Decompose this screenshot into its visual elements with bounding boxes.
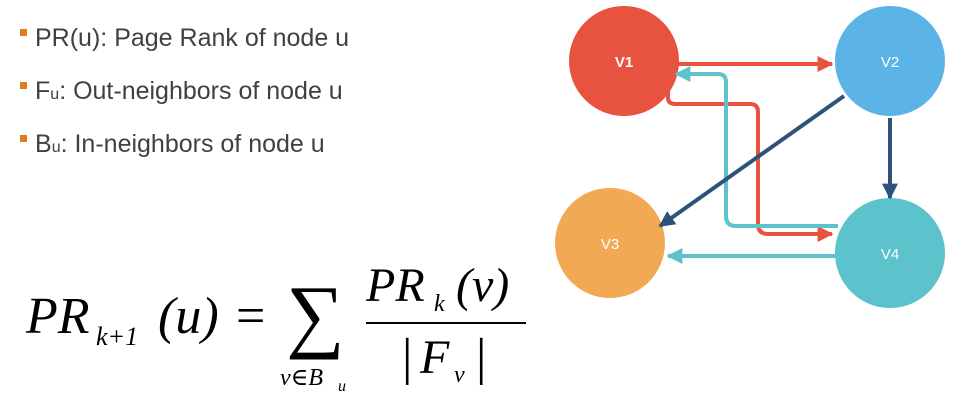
definition-text-fu: : Out-neighbors of node u	[59, 77, 343, 105]
edge-v2-to-v3	[658, 94, 846, 228]
formula-lhs-pr: PR	[26, 288, 90, 345]
node-v3	[555, 188, 665, 298]
definition-text-bu: : In-neighbors of node u	[60, 130, 325, 158]
formula-numerator-pr: PR	[366, 259, 425, 312]
node-v1	[569, 6, 679, 116]
node-v2	[835, 6, 945, 116]
node-label-v2: V2	[881, 54, 899, 71]
formula-numerator-subscript: k	[434, 291, 445, 317]
formula-sum-index-subscript: u	[338, 378, 346, 395]
formula-denominator-subscript: v	[454, 362, 465, 388]
bullet-marker	[20, 82, 27, 89]
graph-diagram: V1 V2 V3 V4	[555, 6, 945, 308]
node-label-v1: V1	[615, 54, 633, 71]
formula-fraction-bar	[366, 322, 526, 324]
formula-denominator-bar-right: |	[476, 329, 487, 386]
formula-lhs-argument: (u)	[158, 288, 219, 345]
formula-denominator-bar-left: |	[402, 329, 413, 386]
definition-text-pr: : Page Rank of node u	[100, 24, 350, 52]
bullet-marker	[20, 29, 27, 36]
definition-pr: PR(u) : Page Rank of node u	[20, 12, 349, 65]
formula-lhs-subscript: k+1	[96, 322, 139, 351]
node-v4	[835, 198, 945, 308]
bullet-marker	[20, 135, 27, 142]
formula-sum-index: v∈B	[280, 365, 324, 391]
node-label-v3: V3	[601, 236, 619, 253]
definition-symbol-pr: PR(u)	[35, 24, 101, 52]
edge-v4-to-v1	[674, 66, 838, 228]
formula-denominator-f: F	[420, 331, 450, 384]
formula-equals: =	[236, 288, 266, 345]
formula-sum-sign: ∑	[286, 269, 345, 360]
pagerank-formula: PR k+1 (u) = ∑ v∈B u PR k (v) | F v |	[18, 258, 538, 403]
formula-numerator-argument: (v)	[456, 259, 510, 312]
edge-v1-to-v4	[666, 90, 834, 242]
node-label-v4: V4	[881, 246, 899, 263]
